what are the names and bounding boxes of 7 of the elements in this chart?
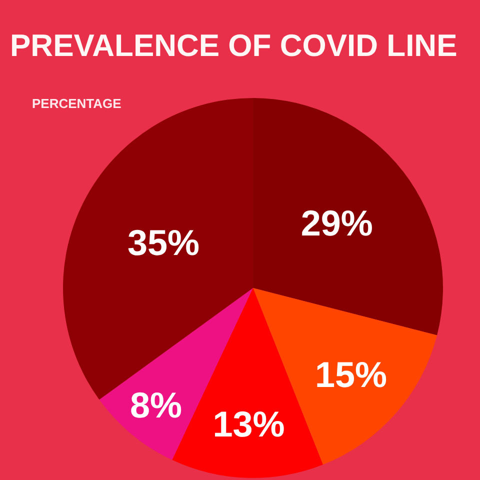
chart-title: PREVALENCE OF COVID LINE [10, 28, 458, 63]
data-label: 13% [212, 403, 285, 444]
data-label: 15% [314, 354, 388, 395]
data-label: 29% [300, 202, 373, 244]
data-label: 8% [130, 384, 182, 426]
chart-subtitle: PERCENTAGE [32, 96, 122, 111]
data-label: 35% [127, 222, 200, 263]
